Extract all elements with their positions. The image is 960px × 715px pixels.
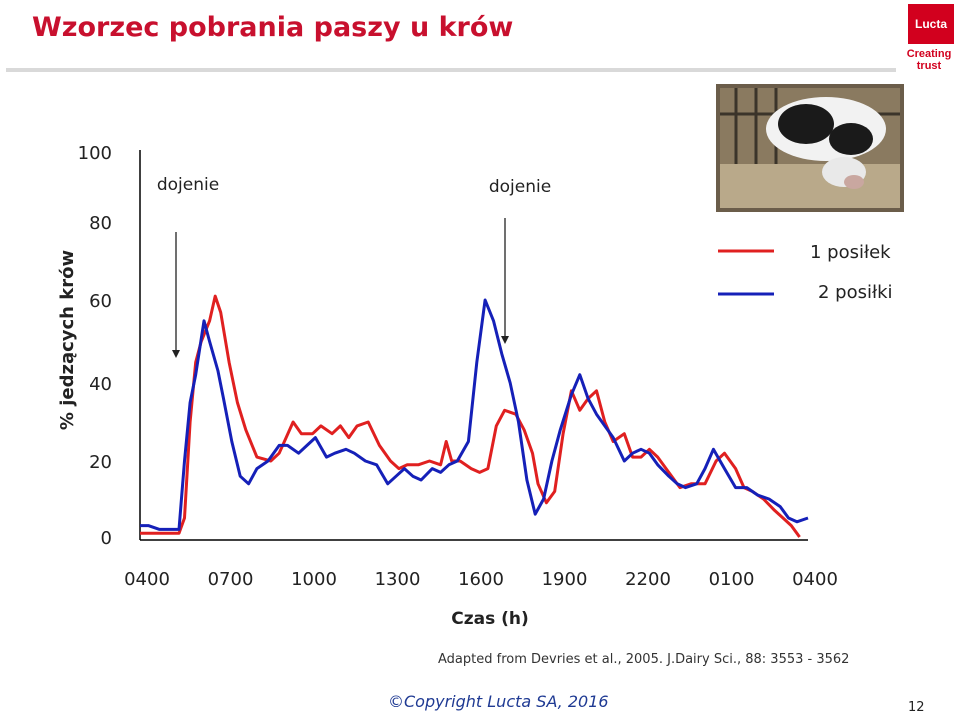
x-tick-label: 1900: [542, 569, 588, 590]
slide-title: Wzorzec pobrania paszy u krów: [32, 12, 514, 43]
cow-photo: [716, 84, 904, 212]
x-tick-label: 1300: [375, 569, 421, 590]
feeding-chart: % jedzących krów 0 20 40 60 80 100 0400 0700 10…: [57, 143, 893, 629]
lucta-logo: Lucta Creating trust: [896, 0, 960, 78]
legend: 1 posiłek 2 posiłki: [718, 242, 893, 303]
y-tick-label: 0: [101, 528, 112, 549]
y-axis-label: % jedzących krów: [57, 250, 78, 430]
logo-wordmark: Lucta: [908, 4, 954, 44]
x-tick-label: 0100: [709, 569, 755, 590]
series-line-1-posilek: [140, 294, 801, 538]
x-tick-label: 0700: [208, 569, 254, 590]
logo-tagline: Creating trust: [906, 48, 952, 72]
annotation-milking-1: dojenie: [157, 175, 219, 195]
copyright-notice: ©Copyright Lucta SA, 2016: [388, 692, 609, 711]
x-tick-label: 0400: [124, 569, 170, 590]
x-axis-label: Czas (h): [451, 609, 529, 629]
y-tick-label: 80: [89, 213, 112, 234]
y-tick-label: 40: [89, 374, 112, 395]
page-number: 12: [908, 700, 925, 715]
series-line-2-posilki: [140, 298, 809, 531]
x-tick-label: 0400: [792, 569, 838, 590]
annotation-arrowhead-1: [172, 350, 180, 358]
title-divider: [6, 68, 896, 72]
x-tick-label: 1000: [291, 569, 337, 590]
x-tick-label: 2200: [625, 569, 671, 590]
y-tick-label: 60: [89, 291, 112, 312]
source-citation: Adapted from Devries et al., 2005. J.Dai…: [438, 652, 850, 667]
legend-label-1: 1 posiłek: [810, 242, 891, 263]
legend-label-2: 2 posiłki: [818, 282, 893, 303]
x-tick-label: 1600: [458, 569, 504, 590]
y-tick-label: 20: [89, 452, 112, 473]
x-tick-labels: 0400 0700 1000 1300 1600 1900 2200 0100 0400: [124, 569, 838, 590]
y-tick-labels: 0 20 40 60 80 100: [78, 143, 112, 549]
annotation-arrowhead-2: [501, 336, 509, 344]
y-tick-label: 100: [78, 143, 112, 164]
annotation-milking-2: dojenie: [489, 177, 551, 197]
